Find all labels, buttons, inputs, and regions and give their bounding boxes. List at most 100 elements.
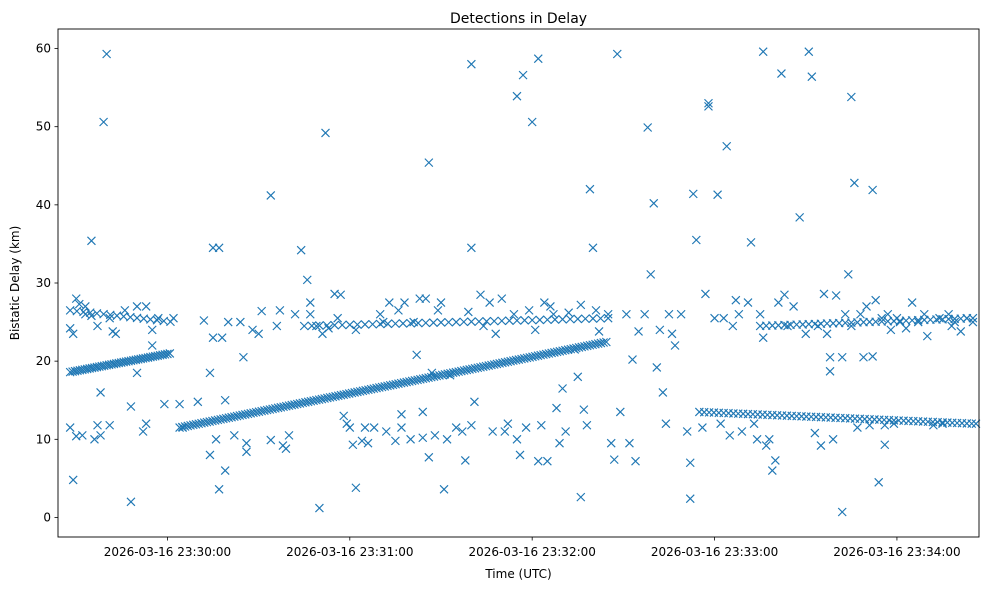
track-point <box>383 319 393 329</box>
data-point <box>956 327 966 336</box>
track-point <box>246 408 256 418</box>
track-point <box>391 379 401 389</box>
y-axis-ticks: 0 10 20 30 40 50 60 <box>36 42 58 524</box>
data-point <box>676 309 686 319</box>
data-point <box>412 350 422 360</box>
data-point <box>93 420 102 430</box>
track-point <box>497 316 507 326</box>
data-point <box>394 305 403 315</box>
data-point <box>68 475 78 485</box>
track-point <box>500 357 510 367</box>
data-point <box>871 295 881 305</box>
data-point <box>950 317 960 327</box>
track-point <box>577 342 587 352</box>
track-point <box>194 419 204 429</box>
track-point <box>350 388 360 397</box>
track-point <box>511 355 521 365</box>
track-point <box>205 417 215 426</box>
track-point <box>514 355 524 364</box>
track-point <box>399 378 409 387</box>
data-point <box>828 434 838 444</box>
data-point <box>907 298 917 307</box>
track-point <box>585 340 595 350</box>
data-point <box>369 423 379 432</box>
data-point <box>141 419 151 429</box>
data-point <box>743 298 753 307</box>
data-point <box>634 327 643 336</box>
data-point <box>503 419 513 429</box>
track-point <box>366 384 376 394</box>
data-point <box>427 368 437 378</box>
data-point <box>755 309 765 319</box>
data-point <box>229 430 239 440</box>
track-point <box>404 377 414 386</box>
data-point <box>470 397 479 407</box>
data-point <box>105 420 115 430</box>
track-point <box>281 401 291 411</box>
track-point <box>603 313 613 323</box>
data-point <box>208 333 218 343</box>
data-point <box>682 427 692 436</box>
data-point <box>205 368 215 378</box>
track-point <box>428 318 438 328</box>
x-tick-label: 2026-03-16 23:33:00 <box>651 545 778 559</box>
track-point <box>522 353 532 363</box>
data-point <box>944 309 954 319</box>
data-point <box>281 444 291 454</box>
data-point <box>199 316 209 325</box>
data-point <box>603 309 613 319</box>
track-point <box>459 317 469 327</box>
track-point <box>243 409 253 419</box>
data-point <box>539 298 549 307</box>
data-point <box>242 438 251 448</box>
data-point <box>497 294 507 304</box>
data-point <box>576 300 586 310</box>
data-point <box>500 427 510 436</box>
track-point <box>279 402 288 412</box>
data-point <box>594 327 604 336</box>
data-point <box>922 331 932 341</box>
track-point <box>410 375 420 385</box>
scatter-markers <box>65 47 981 517</box>
track-point <box>544 349 554 358</box>
data-point <box>737 427 747 436</box>
track-point <box>470 363 480 373</box>
track-point <box>249 408 258 418</box>
track-point <box>202 417 212 427</box>
data-point <box>853 423 862 432</box>
data-point <box>378 317 388 327</box>
data-point <box>561 427 571 436</box>
data-point <box>126 402 136 411</box>
data-point <box>555 438 564 448</box>
track-point <box>221 413 231 423</box>
data-point <box>74 299 84 309</box>
track-point <box>415 374 425 384</box>
data-point <box>649 198 659 208</box>
data-point <box>621 309 631 319</box>
data-point <box>324 323 333 333</box>
track-point <box>465 365 474 374</box>
track-point <box>314 321 324 331</box>
track-point <box>407 376 417 386</box>
track-point <box>325 392 335 402</box>
data-point <box>825 366 835 376</box>
data-point <box>457 427 467 436</box>
track-point <box>550 315 560 324</box>
data-point <box>102 49 112 59</box>
track-point <box>238 410 247 420</box>
track-point <box>588 314 598 323</box>
data-point <box>132 368 142 378</box>
data-point <box>795 212 805 222</box>
track-point <box>309 396 319 406</box>
data-point <box>533 456 543 466</box>
data-point <box>284 430 294 440</box>
track-point <box>199 418 209 428</box>
track-point <box>492 359 502 369</box>
data-point <box>193 397 203 407</box>
track-point <box>459 366 469 375</box>
track-point <box>504 316 514 326</box>
data-point <box>147 325 157 335</box>
data-point <box>390 436 400 446</box>
track-point <box>374 383 384 392</box>
data-point <box>962 313 972 323</box>
